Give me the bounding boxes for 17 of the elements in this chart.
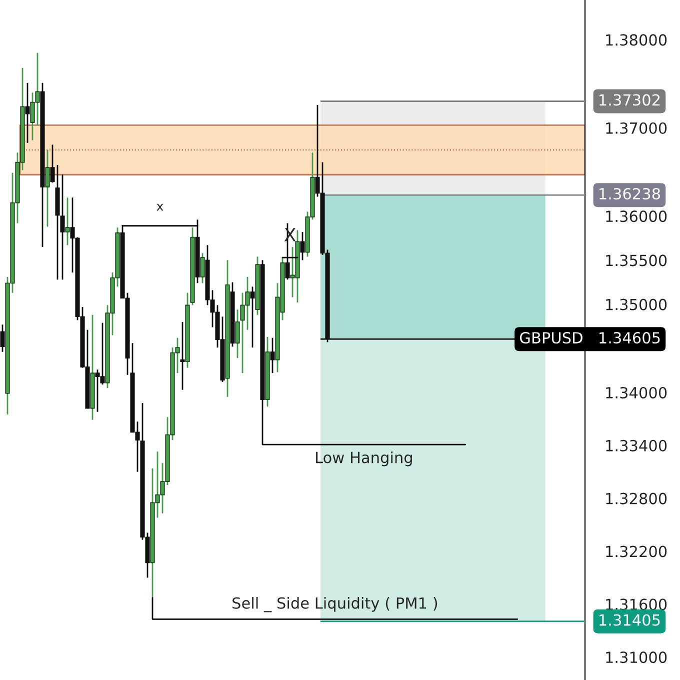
y-tick-label: 1.38000 — [606, 34, 667, 46]
y-tick-label: 1.32800 — [606, 492, 667, 504]
y-tick-label: 1.36000 — [606, 210, 667, 222]
y-tick-label: 1.35500 — [606, 254, 667, 266]
y-tick-label: 1.33400 — [606, 440, 667, 452]
y-tick-label: 1.31000 — [606, 652, 667, 664]
ref-line-label: Low Hanging — [316, 451, 412, 466]
ref-line-label: GBPUSD 1.34605 — [520, 332, 660, 344]
ref-line-label: 1.37302 — [600, 94, 660, 106]
ref-line-label: x — [156, 204, 164, 211]
ref-line-label: 1.36238 — [600, 188, 660, 200]
y-tick-label: 1.34000 — [606, 386, 667, 398]
ref-line-label: 1.31405 — [600, 614, 660, 626]
y-tick-label: 1.35000 — [606, 298, 667, 310]
y-tick-label: 1.32200 — [606, 546, 667, 558]
y-tick-label: 1.37000 — [606, 122, 667, 134]
ref-line-label: Sell _ Side Liquidity ( PM1 ) — [232, 596, 438, 612]
